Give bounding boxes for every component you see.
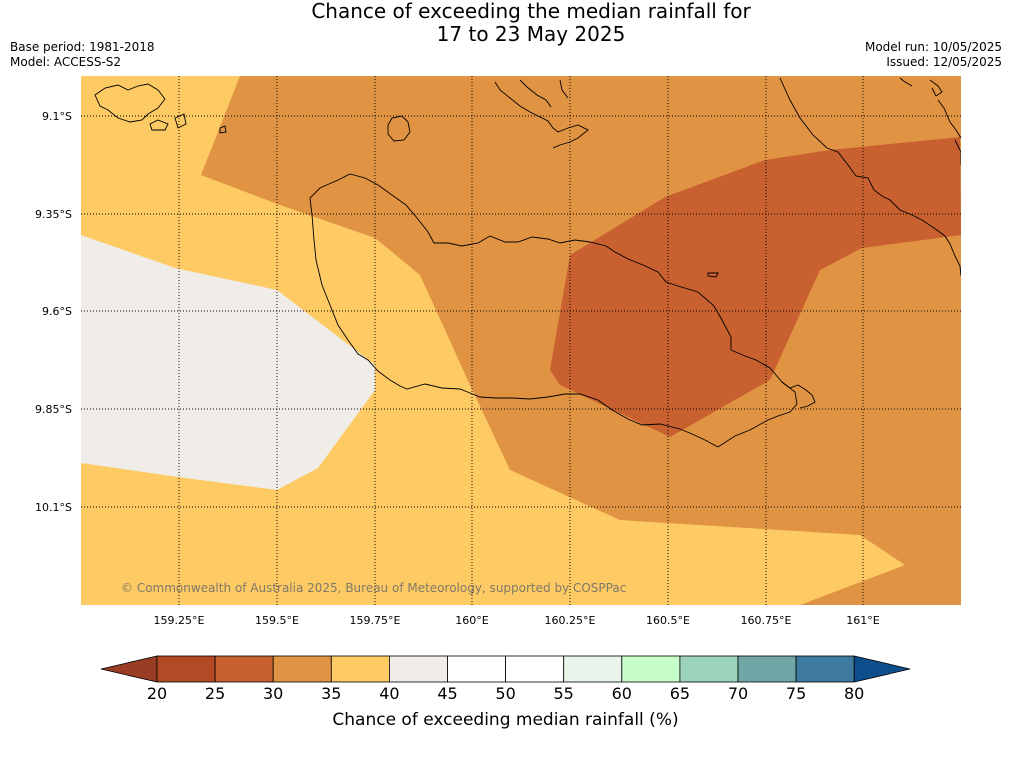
lon-labels: 159.25°E 159.5°E 159.75°E 160°E 160.25°E… <box>154 614 880 627</box>
copyright-notice: © Commonwealth of Australia 2025, Bureau… <box>121 581 626 595</box>
model-name: Model: ACCESS-S2 <box>10 55 122 69</box>
coastline-guadalcanal <box>309 173 798 448</box>
zone-25-30 <box>550 137 961 437</box>
colorbar <box>100 655 911 683</box>
colorbar-box <box>388 655 448 683</box>
colorbar-extend-high <box>853 655 911 683</box>
coastline-savo <box>387 115 411 142</box>
meta-left: Base period: 1981-2018 Model: ACCESS-S2 <box>10 40 155 70</box>
base-period: Base period: 1981-2018 <box>10 40 155 54</box>
colorbar-tick-label: 65 <box>669 684 691 703</box>
colorbar-box <box>737 655 797 683</box>
lat-label: 9.1°S <box>42 110 72 123</box>
lon-label: 160.5°E <box>646 614 690 627</box>
colorbar-tick-label: 70 <box>727 684 749 703</box>
colorbar-tick-label: 75 <box>785 684 807 703</box>
colorbar-tick-label: 35 <box>321 684 342 703</box>
colorbar-tick-label: 40 <box>379 684 400 703</box>
lon-label: 160.25°E <box>545 614 596 627</box>
colorbar-tick-label: 80 <box>844 684 865 703</box>
colorbar-tick-label: 25 <box>204 684 226 703</box>
map-title: Chance of exceeding the median rainfall … <box>0 0 1011 46</box>
coastline-russell-islands <box>94 83 227 134</box>
colorbar-tick-label: 20 <box>146 684 168 703</box>
model-run: Model run: 10/05/2025 <box>864 40 1002 54</box>
coastline-islet <box>707 272 719 278</box>
colorbar-tick-label: 55 <box>553 684 574 703</box>
title-line-2: 17 to 23 May 2025 <box>436 22 626 46</box>
lon-label: 159.5°E <box>255 614 299 627</box>
lon-label: 161°E <box>846 614 879 627</box>
graticule <box>81 76 961 605</box>
colorbar-box <box>447 655 506 683</box>
colorbar-title: Chance of exceeding median rainfall (%) <box>332 710 679 730</box>
colorbar-tick-label: 60 <box>611 684 632 703</box>
title-line-1: Chance of exceeding the median rainfall … <box>311 0 751 23</box>
colorbar-tick-label: 45 <box>437 684 458 703</box>
lat-label: 9.35°S <box>35 208 72 221</box>
lon-label: 160°E <box>455 614 488 627</box>
lon-label: 159.25°E <box>154 614 205 627</box>
colorbar-box <box>214 655 274 683</box>
colorbar-box <box>795 655 855 683</box>
colorbar-tick-label: 30 <box>263 684 284 703</box>
lon-label: 159.75°E <box>350 614 401 627</box>
coastline-florida-islands <box>494 79 589 149</box>
colorbar-box <box>563 655 623 683</box>
colorbar-box <box>679 655 739 683</box>
lat-label: 9.85°S <box>35 403 72 416</box>
colorbar-extend-low <box>100 655 158 683</box>
colorbar-box <box>330 655 390 683</box>
issued-date: Issued: 12/05/2025 <box>886 55 1002 69</box>
zone-40-45 <box>81 235 375 490</box>
lat-labels: 9.1°S 9.35°S 9.6°S 9.85°S 10.1°S <box>35 110 72 514</box>
lat-label: 10.1°S <box>35 501 72 514</box>
coastlines <box>94 77 961 448</box>
lat-label: 9.6°S <box>42 305 72 318</box>
colorbar-box <box>505 655 565 683</box>
meta-right: Model run: 10/05/2025 Issued: 12/05/2025 <box>865 40 1002 70</box>
colorbar-tick-label: 50 <box>495 684 516 703</box>
lon-label: 160.75°E <box>741 614 792 627</box>
colorbar-box <box>156 655 216 683</box>
coastline-marau <box>781 381 816 409</box>
coastline-malaita <box>779 77 961 277</box>
colorbar-box <box>621 655 681 683</box>
map-area: © Commonwealth of Australia 2025, Bureau… <box>81 76 961 605</box>
colorbar-box <box>272 655 332 683</box>
